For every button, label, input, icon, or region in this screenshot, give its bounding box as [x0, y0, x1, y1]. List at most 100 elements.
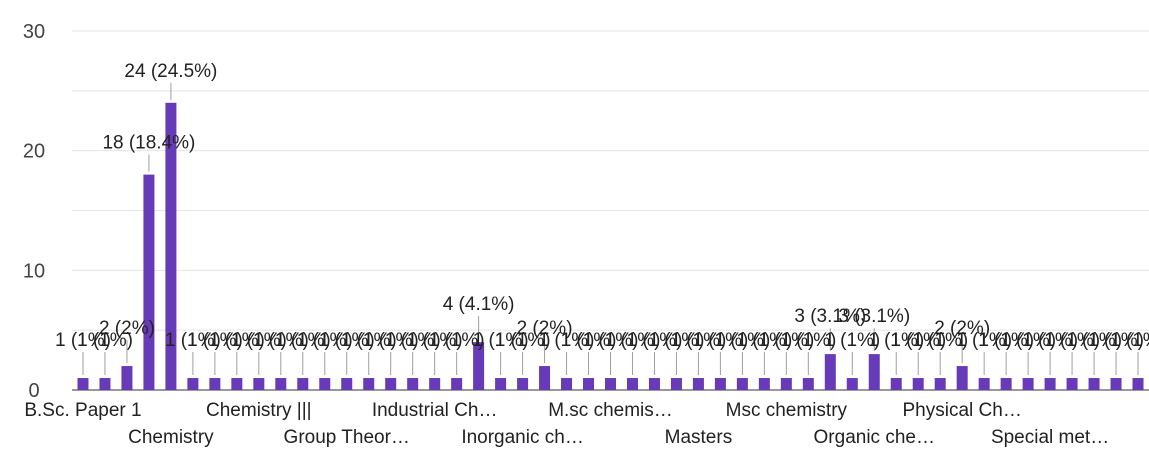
data-label: 1 (1%) — [912, 330, 968, 351]
bar — [451, 378, 463, 390]
bar — [956, 366, 968, 390]
x-category-label: Group Theor… — [284, 427, 410, 448]
bar — [297, 378, 309, 390]
x-category-label: Special met… — [991, 427, 1109, 448]
bar — [561, 378, 573, 390]
data-label: 2 (2%) — [99, 318, 155, 339]
bar — [758, 378, 770, 390]
data-label: 1 (1%) — [473, 330, 529, 351]
data-label: 1 (1%) — [714, 330, 770, 351]
data-label: 3 (3.1%) — [794, 306, 866, 327]
data-label: 2 (2%) — [934, 318, 990, 339]
data-label: 1 (1%) — [583, 330, 639, 351]
bar — [846, 378, 858, 390]
data-label: 1 (1%) — [1000, 330, 1056, 351]
data-label: 3 (3.1%) — [838, 306, 910, 327]
bar — [429, 378, 441, 390]
bar — [605, 378, 616, 390]
data-label: 1 (1%) — [341, 330, 397, 351]
data-label: 1 (1%) — [253, 330, 309, 351]
bar — [1022, 378, 1034, 390]
data-label: 1 (1%) — [978, 330, 1034, 351]
data-label: 1 (1%) — [626, 330, 682, 351]
data-label: 1 (1%) — [187, 330, 243, 351]
bar — [824, 354, 836, 390]
x-category-label: B.Sc. Paper 1 — [24, 400, 141, 421]
data-label: 1 (1%) — [890, 330, 946, 351]
data-label: 2 (2%) — [517, 318, 573, 339]
x-category-label: M.sc chemis… — [548, 400, 673, 421]
bar — [209, 378, 221, 390]
bar — [648, 378, 660, 390]
bar — [1044, 378, 1056, 390]
data-label: 1 (1%) — [736, 330, 792, 351]
x-category-label: Msc chemistry — [726, 400, 848, 421]
data-label: 1 (1%) — [692, 330, 748, 351]
data-label: 1 (1%) — [1044, 330, 1100, 351]
bar — [165, 102, 177, 391]
bar — [231, 378, 243, 390]
bar — [1000, 378, 1012, 390]
bar — [868, 354, 880, 390]
bar — [583, 378, 595, 390]
bar — [517, 378, 529, 390]
x-category-label: Masters — [665, 427, 733, 448]
bar — [319, 378, 331, 390]
data-label: 1 (1%) — [604, 330, 660, 351]
y-tick-label: 20 — [23, 141, 45, 163]
bar — [692, 378, 704, 390]
data-label: 1 (1%) — [55, 330, 111, 351]
bar — [736, 378, 748, 390]
bar — [407, 378, 419, 390]
bar — [99, 378, 111, 390]
bar — [670, 378, 682, 390]
data-label: 1 (1%) — [868, 330, 924, 351]
data-label: 1 (1%) — [780, 330, 836, 351]
data-label: 1 (1%) — [209, 330, 265, 351]
bar — [780, 378, 792, 390]
data-label: 1 (1%) — [1066, 330, 1122, 351]
bar — [495, 378, 507, 390]
data-label: 4 (4.1%) — [443, 294, 515, 315]
x-category-label: Inorganic ch… — [461, 427, 584, 448]
bar — [77, 378, 89, 390]
data-label: 1 (1%) — [165, 330, 221, 351]
bar — [385, 378, 397, 390]
data-label: 1 (1%) — [1088, 330, 1144, 351]
x-category-label: Physical Ch… — [903, 400, 1022, 421]
bar — [714, 378, 726, 390]
data-label: 1 (1%) — [407, 330, 463, 351]
data-label: 1 (1%) — [495, 330, 551, 351]
bar — [802, 378, 814, 390]
data-label: 1 (1%) — [77, 330, 133, 351]
data-label: 24 (24.5%) — [124, 61, 217, 82]
data-label: 1 (1%) — [956, 330, 1012, 351]
bar — [187, 378, 199, 390]
data-label: 1 (1%) — [561, 330, 617, 351]
bar — [912, 378, 924, 390]
data-label: 1 (1%) — [1110, 330, 1149, 351]
data-label: 1 (1%) — [670, 330, 726, 351]
data-label: 1 (1%) — [319, 330, 375, 351]
bar — [934, 378, 946, 390]
bar — [253, 378, 265, 390]
bar — [1088, 378, 1100, 390]
y-tick-label: 30 — [23, 21, 45, 43]
data-label: 1 (1%) — [1022, 330, 1078, 351]
data-label: 1 (1%) — [385, 330, 441, 351]
data-label: 1 (1%) — [363, 330, 419, 351]
data-label: 1 (1%) — [429, 330, 485, 351]
data-label: 18 (18.4%) — [102, 133, 195, 154]
bar — [978, 378, 990, 390]
x-category-label: Organic che… — [814, 427, 935, 448]
x-category-label: Chemistry ||| — [206, 400, 312, 421]
bar — [626, 378, 638, 390]
bar — [1066, 378, 1078, 390]
bar — [539, 366, 551, 390]
bar — [275, 378, 287, 390]
data-label: 1 (1%) — [539, 330, 595, 351]
x-category-label: Industrial Ch… — [372, 400, 498, 421]
bar — [121, 366, 133, 390]
